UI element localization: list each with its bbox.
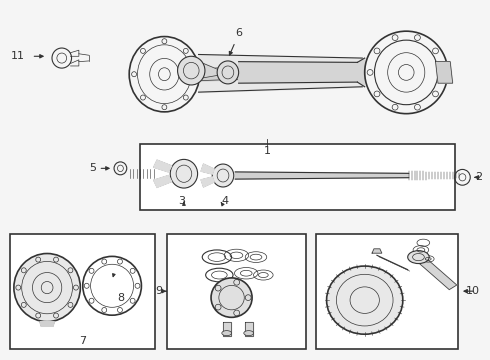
Ellipse shape xyxy=(327,266,403,334)
Polygon shape xyxy=(154,160,172,172)
Text: 2: 2 xyxy=(475,172,482,182)
Bar xyxy=(10,234,155,348)
Text: 3: 3 xyxy=(178,196,185,206)
Polygon shape xyxy=(235,172,409,179)
Polygon shape xyxy=(239,62,357,83)
Polygon shape xyxy=(201,177,214,187)
Polygon shape xyxy=(245,321,252,336)
Bar xyxy=(140,144,455,211)
Polygon shape xyxy=(40,321,54,326)
Text: 7: 7 xyxy=(79,336,86,346)
Ellipse shape xyxy=(244,330,253,336)
Ellipse shape xyxy=(177,56,205,85)
Ellipse shape xyxy=(222,330,232,336)
Text: 1: 1 xyxy=(264,146,270,156)
Text: 8: 8 xyxy=(117,293,124,303)
Text: 9: 9 xyxy=(155,286,162,296)
Text: 11: 11 xyxy=(10,51,24,61)
Ellipse shape xyxy=(217,61,239,84)
Polygon shape xyxy=(415,255,457,290)
Ellipse shape xyxy=(170,159,197,188)
Ellipse shape xyxy=(212,164,234,187)
Text: 4: 4 xyxy=(222,196,229,206)
Polygon shape xyxy=(223,321,231,336)
Ellipse shape xyxy=(14,253,80,321)
Ellipse shape xyxy=(408,251,429,264)
Polygon shape xyxy=(154,176,172,187)
Bar xyxy=(316,234,458,348)
Bar xyxy=(167,234,306,348)
Polygon shape xyxy=(357,58,365,87)
Text: 6: 6 xyxy=(235,28,242,39)
Polygon shape xyxy=(203,63,218,78)
Text: 5: 5 xyxy=(89,163,96,174)
Polygon shape xyxy=(201,164,214,174)
Polygon shape xyxy=(436,62,453,83)
Polygon shape xyxy=(372,249,382,253)
Text: 10: 10 xyxy=(466,286,480,296)
Ellipse shape xyxy=(211,278,252,318)
